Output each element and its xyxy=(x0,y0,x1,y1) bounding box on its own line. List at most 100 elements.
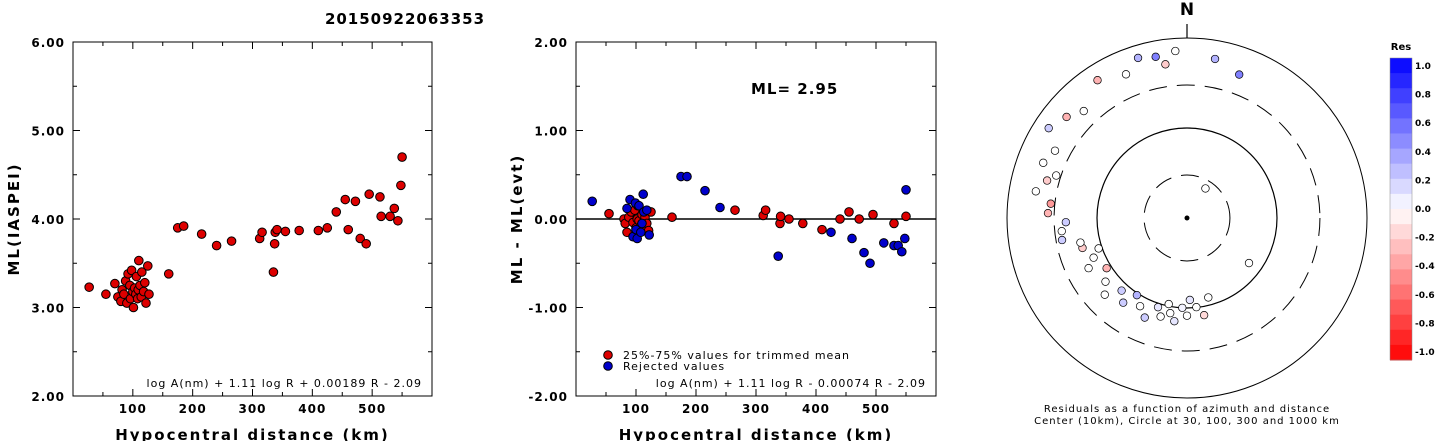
data-point xyxy=(375,192,385,202)
distance-circle-30km xyxy=(1143,174,1231,262)
distance-circle-100km xyxy=(1096,127,1278,309)
station-marker xyxy=(1166,308,1175,318)
colorbar-cell xyxy=(1390,269,1412,285)
x-tick-label: 300 xyxy=(742,402,770,416)
data-point xyxy=(343,224,354,235)
station-marker xyxy=(1084,264,1093,273)
y-tick-label: 4.00 xyxy=(31,213,65,227)
station-marker xyxy=(1244,258,1254,268)
station-marker xyxy=(1101,277,1110,286)
colorbar-cell xyxy=(1390,148,1412,165)
data-point xyxy=(859,247,869,258)
colorbar-frame xyxy=(1389,57,1413,361)
y-tick-label: -1.00 xyxy=(528,302,568,316)
colorbar-cell xyxy=(1390,344,1412,361)
data-point xyxy=(854,214,865,224)
data-point xyxy=(642,205,652,215)
legend-label: 25%-75% values for trimmed mean xyxy=(623,349,850,362)
x-tick-label: 200 xyxy=(682,402,710,416)
station-marker xyxy=(1117,286,1126,295)
colorbar-tick-label: 0.0 xyxy=(1415,205,1431,215)
station-marker xyxy=(1171,46,1180,56)
station-marker xyxy=(1042,176,1052,185)
y-axis-title: ML - ML(evt) xyxy=(508,154,526,284)
station-marker xyxy=(1153,303,1163,312)
station-marker xyxy=(1192,303,1201,312)
data-point xyxy=(397,152,407,162)
data-point xyxy=(865,258,875,269)
colorbar-cell xyxy=(1390,299,1412,316)
data-point xyxy=(84,282,94,292)
formula-label: log A(nm) + 1.11 log R + 0.00189 R - 2.0… xyxy=(147,377,422,390)
x-tick-label: 100 xyxy=(119,402,147,416)
data-point xyxy=(644,230,655,240)
data-point xyxy=(313,225,324,236)
data-point xyxy=(280,226,291,237)
y-tick-label: 3.00 xyxy=(31,302,65,316)
station-marker xyxy=(1133,53,1143,63)
station-marker xyxy=(1094,244,1103,253)
data-point xyxy=(340,194,351,205)
data-point xyxy=(144,289,154,300)
formula-label: log A(nm) + 1.11 log R - 0.00074 R - 2.0… xyxy=(656,377,926,390)
station-marker xyxy=(1102,264,1111,273)
y-tick-label: 2.00 xyxy=(534,36,568,50)
colorbar-cell xyxy=(1390,178,1412,195)
colorbar-tick-label: 0.8 xyxy=(1415,91,1431,101)
polar-caption: Residuals as a function of azimuth and d… xyxy=(1044,404,1330,415)
data-point xyxy=(901,184,911,195)
y-tick-label: 6.00 xyxy=(31,36,65,50)
colorbar-tick-label: -1.0 xyxy=(1415,348,1435,358)
station-marker xyxy=(1151,52,1160,61)
station-marker xyxy=(1135,302,1145,311)
station-marker xyxy=(1057,227,1066,236)
data-point xyxy=(163,269,174,279)
data-point xyxy=(604,208,614,219)
colorbar-tick-label: 0.4 xyxy=(1415,148,1431,158)
station-marker xyxy=(1057,235,1067,245)
y-tick-label: 1.00 xyxy=(534,125,568,139)
data-point xyxy=(294,225,304,236)
colorbar-tick-label: 1.0 xyxy=(1415,62,1431,72)
data-point xyxy=(119,289,129,300)
data-point xyxy=(361,238,371,249)
data-point xyxy=(396,180,406,191)
data-point xyxy=(257,227,267,238)
x-tick-label: 100 xyxy=(622,402,650,416)
data-point xyxy=(137,267,147,277)
station-marker xyxy=(1156,312,1165,321)
colorbar-tick-label: -0.8 xyxy=(1415,319,1435,329)
data-point xyxy=(268,267,279,277)
data-point xyxy=(682,171,692,182)
data-point xyxy=(817,224,827,235)
station-marker xyxy=(1046,199,1055,208)
data-point xyxy=(900,233,910,244)
station-marker xyxy=(1089,253,1098,262)
data-point xyxy=(142,261,153,271)
data-point xyxy=(773,251,784,261)
colorbar-cell xyxy=(1390,58,1412,74)
station-marker xyxy=(1031,187,1040,196)
station-marker xyxy=(1204,293,1213,302)
station-marker xyxy=(1043,208,1053,218)
y-axis-title: ML(IASPEI) xyxy=(5,162,23,275)
polar-caption: Center (10km), Circle at 30, 100, 300 an… xyxy=(1034,416,1340,427)
station-marker xyxy=(1235,70,1244,79)
station-marker xyxy=(1182,311,1192,320)
data-point xyxy=(128,302,139,313)
data-point xyxy=(101,289,111,300)
colorbar-cell xyxy=(1390,209,1412,225)
data-point xyxy=(389,203,400,214)
station-marker xyxy=(1185,295,1195,305)
colorbar-cell xyxy=(1390,103,1412,119)
x-tick-label: 500 xyxy=(862,402,890,416)
station-marker xyxy=(1140,313,1149,322)
station-marker xyxy=(1119,298,1128,307)
ml-distance-panel: 100 200 300 400 500 2.00 3.00 4.00 5.00 6.00 Hypoc… xyxy=(5,36,433,441)
north-label: N xyxy=(1180,0,1194,20)
colorbar-cell xyxy=(1390,224,1412,240)
y-tick-label: 5.00 xyxy=(31,125,65,139)
colorbar-cell xyxy=(1390,118,1412,134)
colorbar-tick-label: -0.2 xyxy=(1415,234,1435,244)
